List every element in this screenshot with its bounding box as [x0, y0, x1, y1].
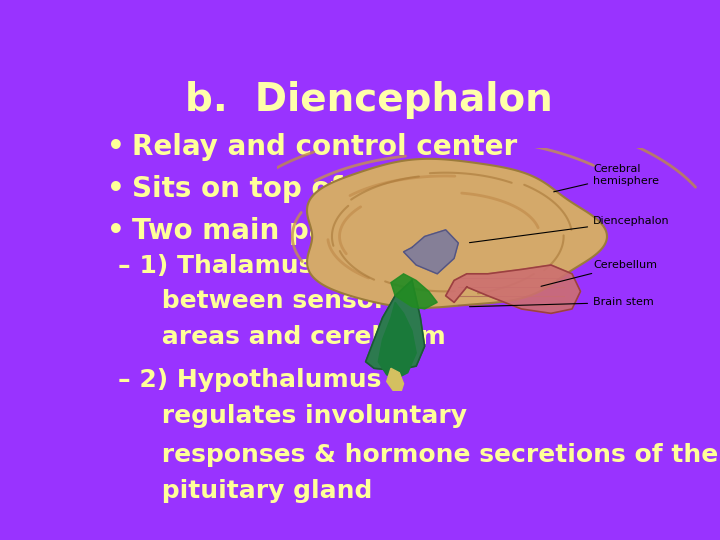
Text: Diencephalon: Diencephalon [469, 216, 670, 242]
Text: – 1) Thalamus – relay: – 1) Thalamus – relay [118, 254, 414, 278]
Text: regulates involuntary: regulates involuntary [118, 404, 467, 428]
Text: Two main parts:: Two main parts: [132, 217, 382, 245]
Text: •: • [107, 217, 125, 245]
Text: pituitary gland: pituitary gland [118, 478, 372, 503]
Text: Cerebellum: Cerebellum [541, 260, 657, 286]
Text: responses & hormone secretions of the: responses & hormone secretions of the [118, 443, 718, 467]
Text: Brain stem: Brain stem [469, 298, 654, 307]
Text: •: • [107, 133, 125, 161]
Text: between sensory: between sensory [118, 289, 402, 313]
Text: •: • [107, 175, 125, 203]
Polygon shape [366, 280, 425, 370]
Text: areas and cerebrum: areas and cerebrum [118, 325, 446, 349]
Polygon shape [403, 230, 459, 274]
Text: Sits on top of brain stem: Sits on top of brain stem [132, 175, 521, 203]
Polygon shape [446, 265, 580, 313]
Text: b.  Diencephalon: b. Diencephalon [185, 82, 553, 119]
Polygon shape [378, 302, 416, 377]
Text: Relay and control center: Relay and control center [132, 133, 517, 161]
Polygon shape [391, 274, 437, 309]
Polygon shape [387, 368, 403, 390]
Text: – 2) Hypothalumus –: – 2) Hypothalumus – [118, 368, 402, 393]
Polygon shape [307, 159, 607, 308]
Text: Cerebral
hemisphere: Cerebral hemisphere [554, 164, 659, 192]
